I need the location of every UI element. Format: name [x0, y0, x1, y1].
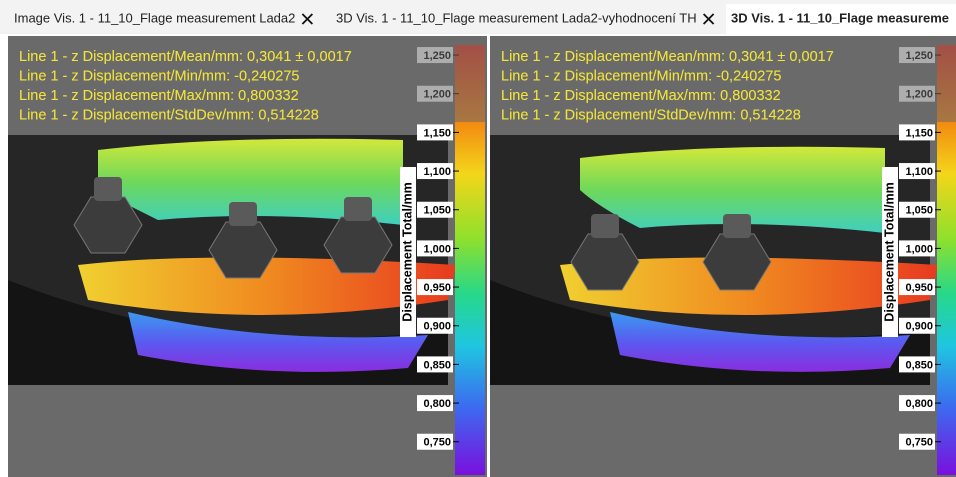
- colorbar-label: Displacement Total/mm: [400, 182, 414, 321]
- colorbar-tick-label: 0,900: [905, 321, 933, 333]
- colorbar-tick-label: 0,850: [423, 359, 451, 371]
- statistic-line: Line 1 - z Displacement/StdDev/mm: 0,514…: [501, 107, 801, 123]
- bolt-thread: [591, 214, 619, 238]
- statistic-line: Line 1 - z Displacement/StdDev/mm: 0,514…: [19, 107, 319, 123]
- colorbar-tick-label: 0,750: [905, 437, 933, 449]
- colorbar-tick-label: 0,750: [423, 437, 451, 449]
- bolt-thread: [344, 197, 372, 221]
- colorbar-tick-label: 1,150: [423, 127, 451, 139]
- bolt-thread: [94, 177, 122, 201]
- colorbar-tick-label: 1,150: [905, 127, 933, 139]
- panel-divider: [487, 34, 490, 477]
- visualization-panel: Line 1 - z Displacement/Mean/mm: 0,3041 …: [490, 36, 956, 477]
- colorbar-tick-label: 1,100: [905, 166, 933, 178]
- colorbar-tick-label: 0,850: [905, 359, 933, 371]
- colorbar-tick-label: 0,900: [423, 321, 451, 333]
- statistic-line: Line 1 - z Displacement/Mean/mm: 0,3041 …: [19, 49, 352, 65]
- colorbar-tick-label: 1,050: [905, 205, 933, 217]
- statistic-line: Line 1 - z Displacement/Min/mm: -0,24027…: [19, 68, 299, 84]
- statistic-line: Line 1 - z Displacement/Mean/mm: 0,3041 …: [501, 49, 834, 65]
- statistic-line: Line 1 - z Displacement/Max/mm: 0,800332: [19, 88, 299, 104]
- tab-label[interactable]: Image Vis. 1 - 11_10_Flage measurement L…: [14, 10, 295, 25]
- colorbar-tick-label: 0,800: [423, 398, 451, 410]
- tab-label[interactable]: 3D Vis. 1 - 11_10_Flage measureme: [731, 10, 949, 25]
- visualization-panel: Line 1 - z Displacement/Mean/mm: 0,3041 …: [8, 36, 487, 477]
- app-window: Image Vis. 1 - 11_10_Flage measurement L…: [0, 0, 956, 477]
- colorbar-label: Displacement Total/mm: [882, 182, 896, 321]
- colorbar-tick-label: 1,050: [423, 205, 451, 217]
- colorbar-tick-label: 1,100: [423, 166, 451, 178]
- colorbar-tick-label: 1,000: [905, 243, 933, 255]
- bolt-thread: [723, 214, 751, 238]
- bolt-thread: [229, 202, 257, 226]
- statistic-line: Line 1 - z Displacement/Min/mm: -0,24027…: [501, 68, 781, 84]
- colorbar-tick-label: 0,950: [905, 282, 933, 294]
- colorbar-tick-label: 0,800: [905, 398, 933, 410]
- colorbar-tick-label: 1,000: [423, 243, 451, 255]
- statistic-line: Line 1 - z Displacement/Max/mm: 0,800332: [501, 88, 781, 104]
- colorbar-tick-label: 0,950: [423, 282, 451, 294]
- tab-label[interactable]: 3D Vis. 1 - 11_10_Flage measurement Lada…: [336, 10, 697, 25]
